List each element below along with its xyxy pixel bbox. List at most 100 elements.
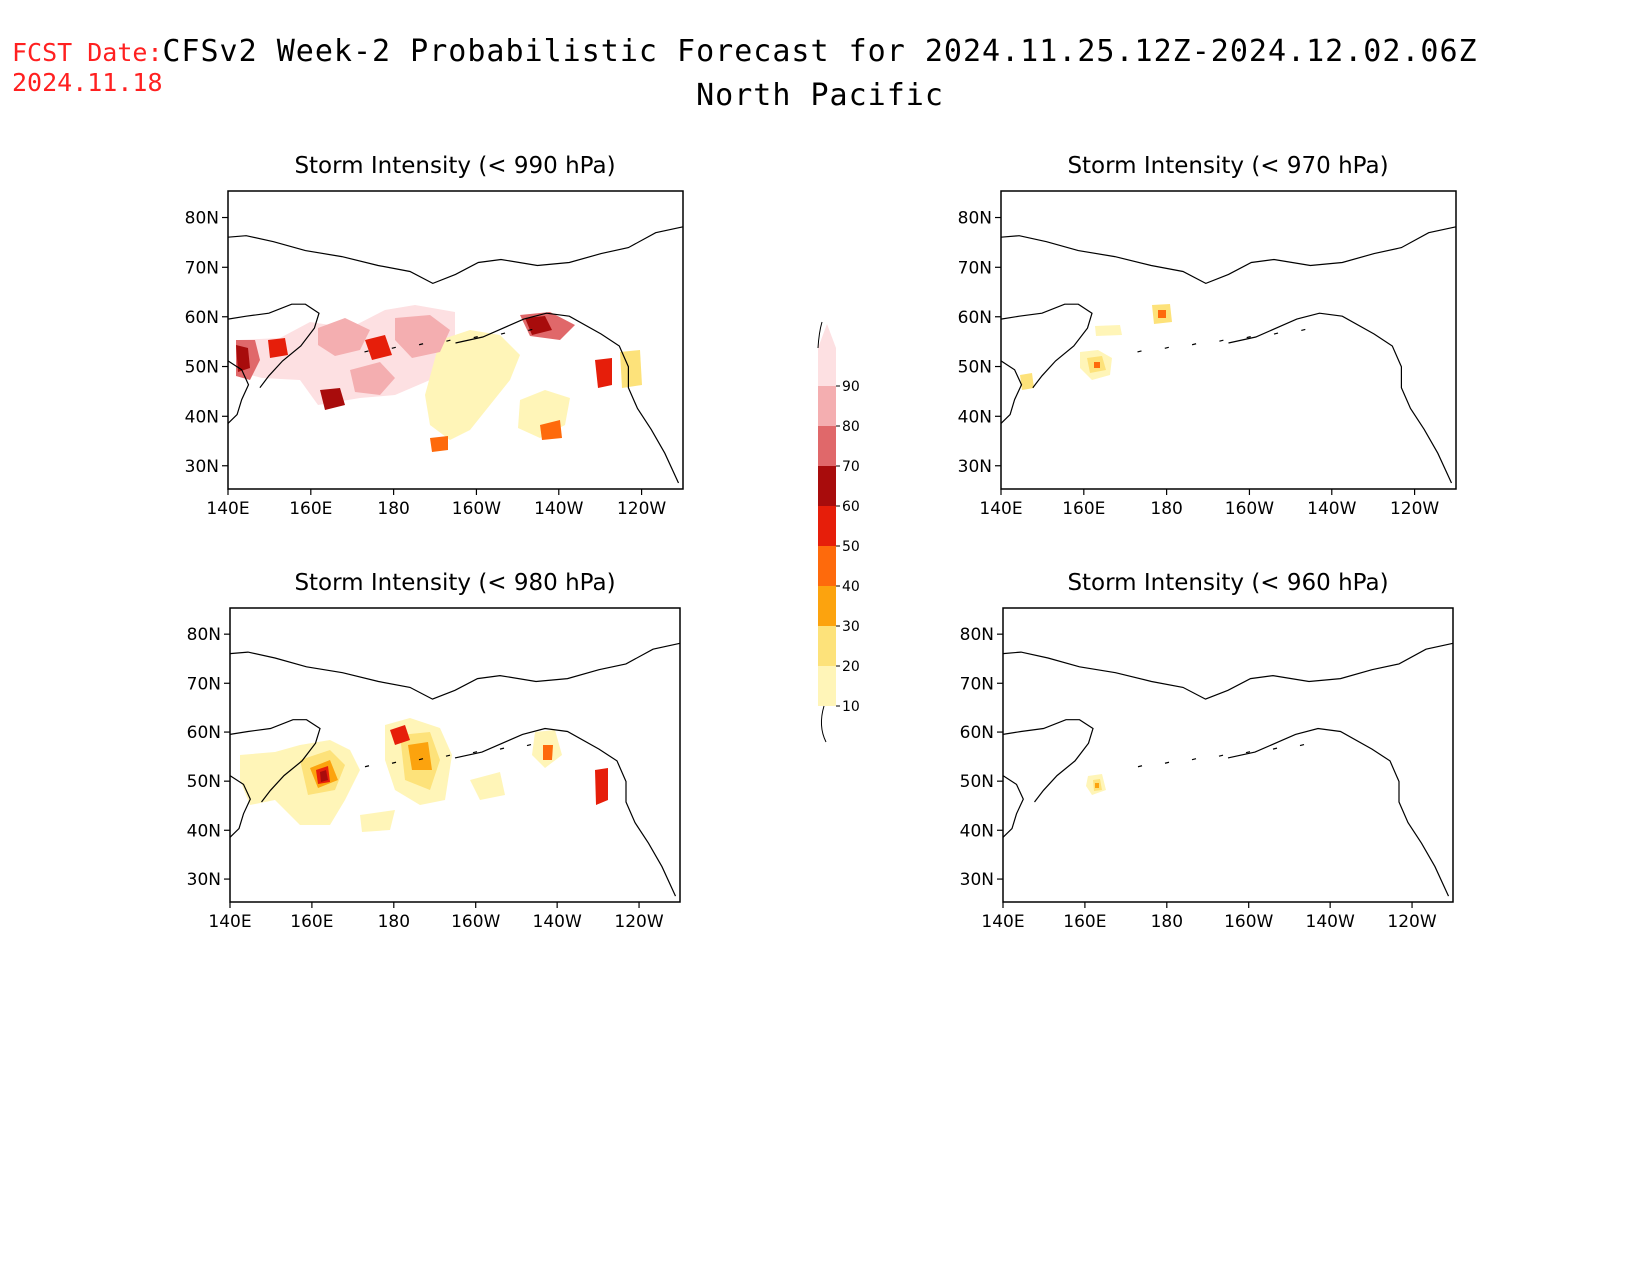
lat-label: 70N	[187, 674, 221, 694]
lat-label: 80N	[960, 625, 994, 645]
aleutian-island	[1191, 343, 1197, 346]
aleutian-island	[364, 765, 370, 768]
colorbar-bottom-arrow	[820, 705, 827, 743]
panel-title: Storm Intensity (< 970 hPa)	[1067, 153, 1388, 179]
lat-label: 70N	[958, 258, 992, 278]
colorbar-swatch	[818, 546, 836, 586]
colorbar-top-arrow	[817, 321, 823, 349]
prob-area-60	[320, 388, 345, 410]
lat-label: 30N	[960, 870, 994, 890]
panel-970: Storm Intensity (< 970 hPa)	[1020, 153, 1389, 390]
prob-area-50	[595, 358, 612, 388]
panel-title: Storm Intensity (< 980 hPa)	[294, 570, 615, 596]
aleutian-island	[499, 747, 505, 750]
prob-area-60	[525, 316, 552, 335]
lon-label: 160W	[1225, 499, 1274, 519]
coastline-kamchatka	[1002, 719, 1094, 803]
colorbar-swatch	[818, 626, 836, 666]
coastline-north-america	[455, 312, 680, 484]
lon-label: 160E	[1063, 912, 1106, 932]
map-border	[227, 190, 684, 490]
prob-area-40	[543, 745, 553, 760]
coastline-north-america	[454, 727, 677, 897]
prob-area-40	[430, 436, 448, 452]
prob-area-10	[360, 810, 395, 832]
coastline-japan	[1002, 775, 1024, 838]
colorbar-label: 10	[842, 699, 860, 715]
lat-label: 40N	[958, 407, 992, 427]
aleutian-island	[1137, 350, 1142, 353]
aleutian-island	[472, 751, 478, 754]
coastline-kamchatka	[229, 719, 321, 803]
colorbar-label: 70	[842, 459, 860, 475]
colorbar-swatch	[818, 666, 836, 706]
lon-label: 180	[1151, 912, 1183, 932]
aleutian-island	[1137, 765, 1143, 768]
aleutian-island	[1272, 747, 1278, 750]
lat-label: 60N	[960, 723, 994, 743]
probability-field	[240, 718, 608, 832]
lat-label: 40N	[187, 821, 221, 841]
colorbar-swatch	[818, 324, 836, 386]
coastline-arctic	[1000, 226, 1457, 285]
colorbar-swatch	[818, 466, 836, 506]
lon-label: 160E	[1062, 499, 1105, 519]
lon-label: 160W	[451, 912, 500, 932]
lon-label: 140W	[1307, 499, 1356, 519]
aleutian-island	[445, 754, 451, 757]
aleutian-island	[1301, 328, 1306, 332]
aleutian-island	[528, 328, 533, 332]
prob-area-30	[1095, 783, 1099, 788]
probability-field	[236, 305, 642, 452]
aleutian-island	[364, 350, 369, 353]
lon-label: 120W	[617, 499, 666, 519]
lon-label: 140W	[533, 912, 582, 932]
map-frame: 80N 70N 60N 50N 40N 30N 140E 160E 180 160W 140W 120…	[185, 190, 684, 519]
probability-field	[1020, 304, 1172, 390]
colorbar-label: 30	[842, 619, 860, 635]
panel-960: Storm Intensity (< 960 hPa)	[1067, 570, 1389, 795]
lon-label: 160W	[1224, 912, 1273, 932]
colorbar-label: 90	[842, 379, 860, 395]
prob-area-40	[1094, 362, 1100, 368]
aleutian-island	[1273, 332, 1279, 335]
prob-area-10	[470, 772, 505, 800]
aleutian-island	[418, 758, 424, 761]
panel-title: Storm Intensity (< 960 hPa)	[1067, 570, 1388, 596]
region-subtitle: North Pacific	[696, 78, 944, 113]
prob-area-50	[268, 338, 288, 358]
colorbar-swatch	[818, 386, 836, 426]
colorbar-swatch	[818, 426, 836, 466]
prob-area-50	[595, 768, 608, 805]
coastline-arctic	[229, 642, 681, 700]
aleutian-island	[1164, 761, 1170, 764]
coastline-arctic	[227, 226, 684, 285]
lon-label: 140W	[534, 499, 583, 519]
lat-label: 70N	[185, 258, 219, 278]
coastline-japan	[1000, 360, 1023, 424]
lon-label: 120W	[1390, 499, 1439, 519]
colorbar-swatch	[818, 506, 836, 546]
forecast-date: FCST Date: 2024.11.18	[12, 38, 163, 98]
lon-label: 140W	[1306, 912, 1355, 932]
coastline-japan	[229, 775, 251, 838]
map-border	[1000, 190, 1457, 490]
aleutian-island	[1219, 339, 1224, 342]
colorbar-swatch	[818, 586, 836, 626]
map-border	[229, 607, 681, 903]
aleutian-island	[500, 332, 506, 335]
lat-label: 30N	[187, 870, 221, 890]
lat-label: 60N	[185, 308, 219, 328]
aleutian-island	[526, 744, 532, 747]
lon-label: 180	[378, 912, 410, 932]
lon-label: 160W	[452, 499, 501, 519]
map-border	[1002, 607, 1454, 903]
lat-label: 50N	[958, 358, 992, 378]
lat-label: 80N	[958, 209, 992, 229]
colorbar: 10 20 30 40 50 60 70 80 90	[817, 321, 860, 743]
lat-label: 60N	[187, 723, 221, 743]
prob-area-80	[395, 315, 450, 358]
prob-area-30	[408, 742, 432, 770]
lon-label: 140E	[981, 912, 1024, 932]
